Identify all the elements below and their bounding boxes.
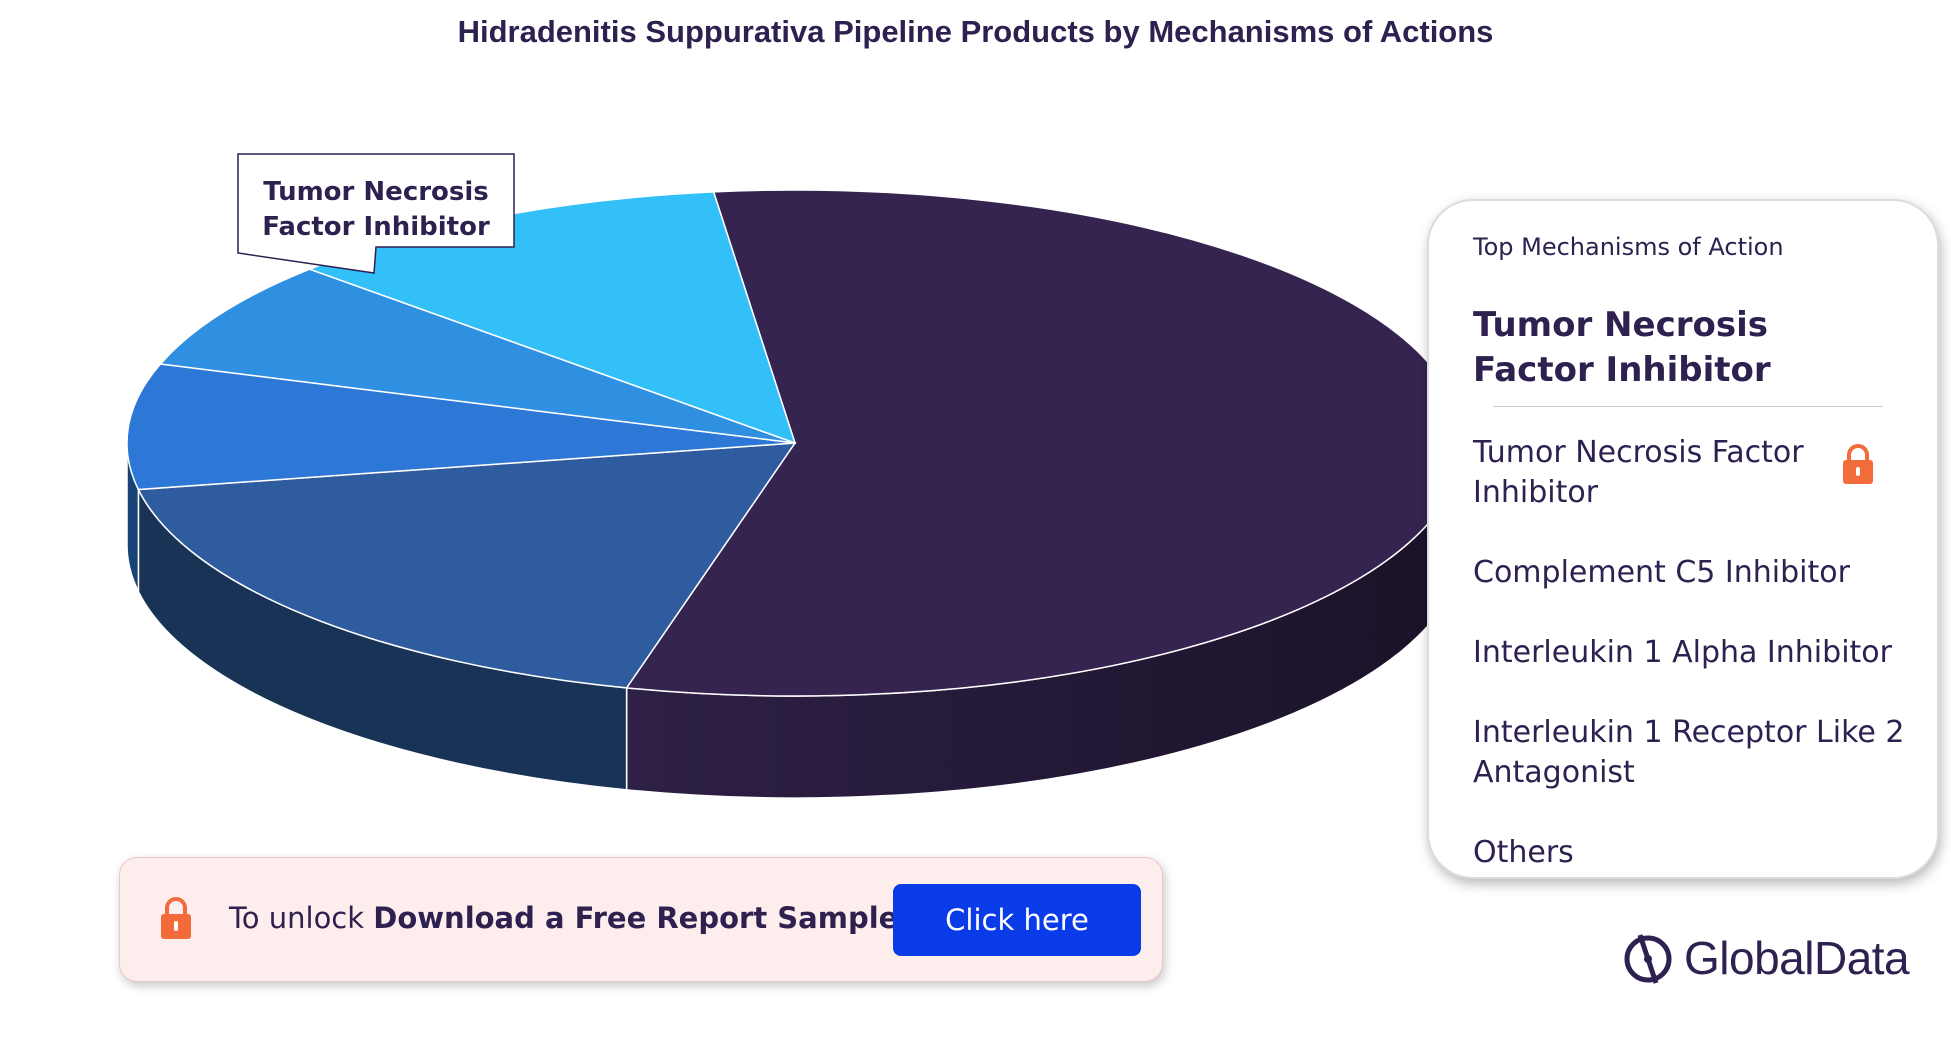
pie-slice-3[interactable] — [158, 268, 796, 444]
unlock-prefix: To unlock — [229, 901, 365, 935]
callout-line-1: Tumor Necrosis — [263, 177, 489, 207]
globaldata-brand: GlobalData — [1622, 927, 1910, 989]
unlock-link-text: Download a Free Report Sample — [373, 901, 899, 935]
legend-item[interactable]: Others — [1473, 835, 1574, 870]
slice-callout: Tumor Necrosis Factor Inhibitor — [237, 153, 515, 274]
legend-selected-item[interactable]: Tumor Necrosis Factor Inhibitor — [1473, 305, 1771, 390]
legend-item[interactable]: Interleukin 1 Receptor Like 2 Antagonist — [1473, 715, 1905, 790]
legend-item[interactable]: Interleukin 1 Alpha Inhibitor — [1473, 635, 1892, 670]
brand-name: GlobalData — [1684, 932, 1910, 984]
pie-slice-2[interactable] — [126, 363, 796, 491]
legend-item[interactable]: Complement C5 Inhibitor — [1473, 555, 1850, 590]
lock-icon — [158, 896, 194, 944]
legend-panel: Top Mechanisms of Action Tumor Necrosis … — [1427, 199, 1939, 879]
pie-slice-1[interactable] — [137, 442, 797, 689]
unlock-text: To unlock Download a Free Report Sample — [229, 901, 898, 935]
legend-heading: Top Mechanisms of Action — [1473, 233, 1784, 261]
pie-tops — [126, 189, 1464, 697]
chart-title: Hidradenitis Suppurativa Pipeline Produc… — [457, 14, 1494, 49]
lock-icon[interactable] — [1839, 443, 1877, 489]
callout-line-2: Factor Inhibitor — [262, 212, 490, 242]
unlock-banner: To unlock Download a Free Report Sample … — [119, 857, 1163, 982]
legend-item[interactable]: Tumor Necrosis Factor Inhibitor — [1473, 435, 1804, 510]
click-here-button[interactable]: Click here — [893, 884, 1141, 956]
globaldata-logo-icon — [1624, 934, 1672, 984]
legend-divider — [1493, 406, 1883, 407]
